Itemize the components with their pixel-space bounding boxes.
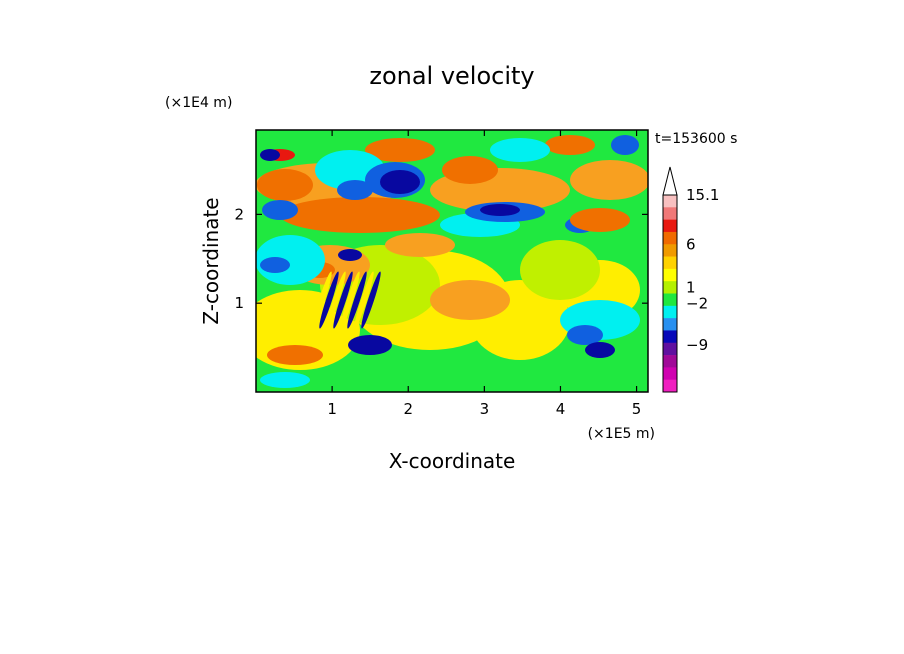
field-streak xyxy=(347,271,367,329)
field-patch xyxy=(262,200,298,220)
field-patch xyxy=(442,156,498,184)
colorbar-segment xyxy=(663,318,677,331)
colorbar-label: 6 xyxy=(686,235,696,253)
x-tick-label: 2 xyxy=(403,400,413,418)
heatmap-field xyxy=(256,130,648,392)
colorbar-segment xyxy=(663,355,677,368)
x-tick-label: 1 xyxy=(327,400,337,418)
field-patch xyxy=(365,138,435,162)
chart-title: zonal velocity xyxy=(369,62,534,90)
field-patch xyxy=(545,135,595,155)
field-streak xyxy=(333,271,353,329)
field-patch xyxy=(260,257,290,273)
y-axis-label: Z-coordinate xyxy=(199,197,223,324)
x-tick-label: 4 xyxy=(556,400,566,418)
colorbar: 15.1 6 1−2 −9 xyxy=(662,166,719,393)
field-streak xyxy=(340,271,360,329)
field-streak xyxy=(326,271,346,329)
field-patch xyxy=(338,249,362,261)
field-patch xyxy=(348,335,392,355)
x-tick-label: 3 xyxy=(480,400,490,418)
field-patch xyxy=(267,345,323,365)
x-scale-label: (×1E5 m) xyxy=(588,426,655,442)
field-patch xyxy=(257,169,313,201)
colorbar-frame xyxy=(662,194,678,393)
field-patch xyxy=(380,170,420,194)
colorbar-segment xyxy=(663,256,677,270)
field-streak xyxy=(354,271,374,329)
field-patch xyxy=(430,280,510,320)
colorbar-segment xyxy=(663,219,677,233)
colorbar-segment xyxy=(663,305,677,319)
colorbar-label: 15.1 xyxy=(686,186,719,204)
colorbar-segment xyxy=(663,379,677,393)
colorbar-segment xyxy=(663,231,677,245)
field-patch xyxy=(490,138,550,162)
colorbar-label: −9 xyxy=(686,336,708,354)
field-patch xyxy=(570,160,648,200)
colorbar-segment xyxy=(663,293,677,307)
time-label: t=153600 s xyxy=(655,131,737,147)
x-axis: 1 2 3 4 5 xyxy=(327,130,641,418)
colorbar-segment xyxy=(663,195,677,208)
colorbar-label: −2 xyxy=(686,294,708,312)
colorbar-segment xyxy=(663,207,677,220)
colorbar-segment xyxy=(663,244,677,257)
colorbar-label: 1 xyxy=(686,278,696,296)
field-patch xyxy=(337,180,373,200)
field-streak xyxy=(312,271,332,329)
field-patch xyxy=(585,342,615,358)
field-patch xyxy=(385,233,455,257)
y-scale-label: (×1E4 m) xyxy=(165,95,232,111)
field-patch xyxy=(520,240,600,300)
field-streak xyxy=(319,271,339,329)
field-streak xyxy=(361,271,381,329)
colorbar-extend-arrow xyxy=(662,166,678,196)
x-tick-label: 5 xyxy=(632,400,642,418)
y-tick-label: 1 xyxy=(234,294,244,312)
field-patch xyxy=(260,149,280,161)
field-patch xyxy=(280,197,440,233)
colorbar-segment xyxy=(663,342,677,356)
field-patch xyxy=(567,325,603,345)
field-patch xyxy=(480,204,520,216)
colorbar-segment xyxy=(663,330,677,344)
colorbar-segment xyxy=(663,281,677,294)
colorbar-segment xyxy=(663,268,677,282)
plot-frame xyxy=(255,129,649,393)
y-tick-label: 2 xyxy=(234,205,244,223)
colorbar-segment xyxy=(663,367,677,380)
x-axis-label: X-coordinate xyxy=(389,449,516,473)
field-patch xyxy=(611,135,639,155)
y-axis: 12 xyxy=(234,205,648,312)
field-patch xyxy=(260,372,310,388)
field-patch xyxy=(570,208,630,232)
